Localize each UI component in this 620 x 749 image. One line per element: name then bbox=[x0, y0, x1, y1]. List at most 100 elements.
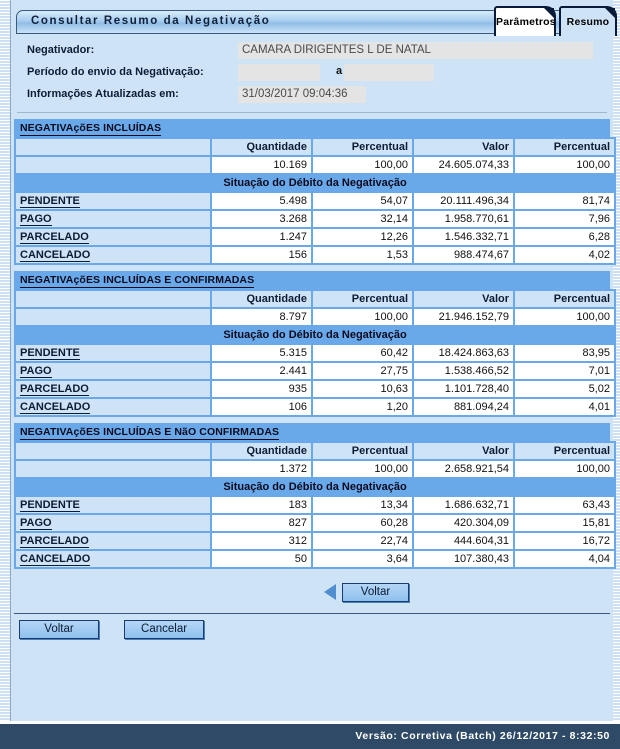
row-label-text: CANCELADO bbox=[20, 401, 91, 414]
column-header: Percentual bbox=[513, 289, 616, 309]
total-cell: 100,00 bbox=[513, 155, 616, 175]
nav-row: Voltar bbox=[11, 579, 613, 609]
row-value-cell: 1.247 bbox=[210, 227, 313, 247]
table-header-row: Quantidade Percentual Valor Percentual bbox=[14, 137, 616, 157]
form-divider bbox=[17, 112, 607, 113]
row-label-cell[interactable]: PENDENTE bbox=[14, 495, 212, 515]
negativador-value: CAMARA DIRIGENTES L DE NATAL bbox=[238, 42, 593, 59]
table-header-blank bbox=[14, 441, 212, 461]
total-cell: 100,00 bbox=[311, 307, 414, 327]
row-label-cell[interactable]: PARCELADO bbox=[14, 379, 212, 399]
nav-voltar-button[interactable]: Voltar bbox=[342, 583, 409, 602]
tab-resumo-label: Resumo bbox=[566, 16, 610, 28]
row-value-cell: 4,04 bbox=[513, 549, 616, 569]
situacao-subheader: Situação do Débito da Negativação bbox=[14, 477, 616, 497]
row-value-cell: 3,64 bbox=[311, 549, 414, 569]
row-value-cell: 10,63 bbox=[311, 379, 414, 399]
row-value-cell: 81,74 bbox=[513, 191, 616, 211]
row-value-cell: 5,02 bbox=[513, 379, 616, 399]
table-header-row: Quantidade Percentual Valor Percentual bbox=[14, 441, 616, 461]
row-value-cell: 1,20 bbox=[311, 397, 414, 417]
row-value-cell: 5.315 bbox=[210, 343, 313, 363]
row-value-cell: 7,96 bbox=[513, 209, 616, 229]
row-value-cell: 1.538.466,52 bbox=[412, 361, 515, 381]
row-label-cell[interactable]: PAGO bbox=[14, 513, 212, 533]
row-label-cell[interactable]: PAGO bbox=[14, 361, 212, 381]
row-value-cell: 20.111.496,34 bbox=[412, 191, 515, 211]
column-header: Valor bbox=[412, 289, 515, 309]
row-value-cell: 4,01 bbox=[513, 397, 616, 417]
situacao-subheader: Situação do Débito da Negativação bbox=[14, 325, 616, 345]
row-value-cell: 60,42 bbox=[311, 343, 414, 363]
row-value-cell: 1.101.728,40 bbox=[412, 379, 515, 399]
table-header-blank bbox=[14, 289, 212, 309]
table-row: CANCELADO 106 1,20 881.094,24 4,01 bbox=[14, 397, 616, 417]
row-value-cell: 827 bbox=[210, 513, 313, 533]
row-value-cell: 3.268 bbox=[210, 209, 313, 229]
total-cell: 24.605.074,33 bbox=[412, 155, 515, 175]
row-value-cell: 13,34 bbox=[311, 495, 414, 515]
row-label-cell[interactable]: PARCELADO bbox=[14, 227, 212, 247]
cancelar-button[interactable]: Cancelar bbox=[124, 620, 205, 639]
periodo-from-field[interactable] bbox=[238, 64, 320, 81]
total-cell: 100,00 bbox=[513, 459, 616, 479]
row-label-text: CANCELADO bbox=[20, 553, 91, 566]
table-row: CANCELADO 50 3,64 107.380,43 4,04 bbox=[14, 549, 616, 569]
total-cell: 100,00 bbox=[311, 155, 414, 175]
column-header: Percentual bbox=[311, 441, 414, 461]
row-value-cell: 1.958.770,61 bbox=[412, 209, 515, 229]
periodo-to-field[interactable] bbox=[344, 64, 434, 81]
table-row: PARCELADO 1.247 12,26 1.546.332,71 6,28 bbox=[14, 227, 616, 247]
row-value-cell: 444.604,31 bbox=[412, 531, 515, 551]
table-row: PENDENTE 5.498 54,07 20.111.496,34 81,74 bbox=[14, 191, 616, 211]
table-row: PARCELADO 312 22,74 444.604,31 16,72 bbox=[14, 531, 616, 551]
table-total-row: 8.797 100,00 21.946.152,79 100,00 bbox=[14, 307, 616, 327]
table-row: CANCELADO 156 1,53 988.474,67 4,02 bbox=[14, 245, 616, 265]
row-label-text: PARCELADO bbox=[20, 231, 89, 244]
row-value-cell: 4,02 bbox=[513, 245, 616, 265]
section: NEGATIVAçõES INCLUÍDAS E CONFIRMADAS Quan… bbox=[14, 271, 616, 417]
table-row: PAGO 827 60,28 420.304,09 15,81 bbox=[14, 513, 616, 533]
tab-resumo[interactable]: Resumo bbox=[559, 6, 617, 36]
periodo-separator: a bbox=[336, 65, 343, 77]
row-value-cell: 54,07 bbox=[311, 191, 414, 211]
row-value-cell: 63,43 bbox=[513, 495, 616, 515]
row-value-cell: 32,14 bbox=[311, 209, 414, 229]
row-label-text: PAGO bbox=[20, 517, 52, 530]
row-value-cell: 420.304,09 bbox=[412, 513, 515, 533]
field-row-info: Informações Atualizadas em: 31/03/2017 0… bbox=[19, 86, 613, 106]
section-table: Quantidade Percentual Valor Percentual 8.797… bbox=[14, 289, 616, 417]
section: NEGATIVAçõES INCLUÍDAS Quantidade Percentu… bbox=[14, 119, 616, 265]
field-row-negativador: Negativador: CAMARA DIRIGENTES L DE NATA… bbox=[19, 42, 613, 62]
row-label-cell[interactable]: PENDENTE bbox=[14, 191, 212, 211]
title-and-tabs: Consultar Resumo da Negativação Parâmetr… bbox=[11, 0, 617, 40]
row-label-cell[interactable]: PAGO bbox=[14, 209, 212, 229]
row-value-cell: 106 bbox=[210, 397, 313, 417]
table-subheader-row: Situação do Débito da Negativação bbox=[14, 173, 616, 193]
tab-parametros[interactable]: Parâmetros bbox=[494, 6, 556, 36]
table-header-blank bbox=[14, 137, 212, 157]
section-title-text: NEGATIVAçõES INCLUÍDAS bbox=[20, 122, 162, 136]
row-value-cell: 2.441 bbox=[210, 361, 313, 381]
main-panel: Consultar Resumo da Negativação Parâmetr… bbox=[11, 0, 617, 724]
row-label-text: PARCELADO bbox=[20, 535, 89, 548]
total-row-blank bbox=[14, 307, 212, 327]
section-title: NEGATIVAçõES INCLUÍDAS E NãO CONFIRMADAS bbox=[14, 423, 610, 441]
row-label-cell[interactable]: CANCELADO bbox=[14, 397, 212, 417]
row-label-text: PAGO bbox=[20, 213, 52, 226]
total-cell: 1.372 bbox=[210, 459, 313, 479]
row-label-cell[interactable]: PENDENTE bbox=[14, 343, 212, 363]
row-label-cell[interactable]: CANCELADO bbox=[14, 245, 212, 265]
row-value-cell: 7,01 bbox=[513, 361, 616, 381]
row-label-text: PENDENTE bbox=[20, 195, 80, 208]
row-value-cell: 156 bbox=[210, 245, 313, 265]
table-row: PAGO 3.268 32,14 1.958.770,61 7,96 bbox=[14, 209, 616, 229]
row-label-cell[interactable]: PARCELADO bbox=[14, 531, 212, 551]
row-label-cell[interactable]: CANCELADO bbox=[14, 549, 212, 569]
left-gutter-stripe bbox=[0, 0, 11, 724]
status-bar: Versão: Corretiva (Batch) 26/12/2017 - 8… bbox=[0, 722, 620, 749]
voltar-button[interactable]: Voltar bbox=[19, 620, 99, 639]
page-title: Consultar Resumo da Negativação bbox=[31, 15, 271, 27]
row-value-cell: 83,95 bbox=[513, 343, 616, 363]
